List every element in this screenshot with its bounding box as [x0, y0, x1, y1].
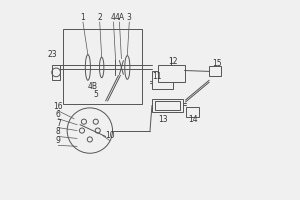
Text: 2: 2 — [97, 13, 102, 22]
Text: 3: 3 — [127, 13, 132, 22]
Text: 1: 1 — [81, 13, 85, 22]
Text: 5: 5 — [93, 90, 98, 99]
Text: 4B: 4B — [88, 82, 98, 91]
Text: 13: 13 — [158, 115, 168, 124]
Text: 12: 12 — [168, 57, 177, 66]
Text: 10: 10 — [105, 131, 114, 140]
Text: 4A: 4A — [114, 13, 124, 22]
Bar — [209, 66, 221, 76]
Text: 9: 9 — [56, 136, 61, 145]
Text: 15: 15 — [212, 59, 222, 68]
Bar — [155, 101, 180, 110]
Bar — [158, 65, 184, 82]
Text: 23: 23 — [48, 50, 57, 59]
Text: 4: 4 — [111, 13, 116, 22]
Bar — [152, 71, 173, 89]
Bar — [63, 29, 142, 104]
Text: 7: 7 — [56, 119, 61, 128]
Bar — [187, 107, 199, 117]
Text: 14: 14 — [189, 115, 198, 124]
Text: 11: 11 — [152, 72, 162, 81]
Text: 8: 8 — [56, 127, 61, 136]
Text: 6: 6 — [56, 110, 61, 119]
Bar — [152, 99, 182, 112]
Bar — [52, 65, 60, 80]
Text: 16: 16 — [53, 102, 63, 111]
